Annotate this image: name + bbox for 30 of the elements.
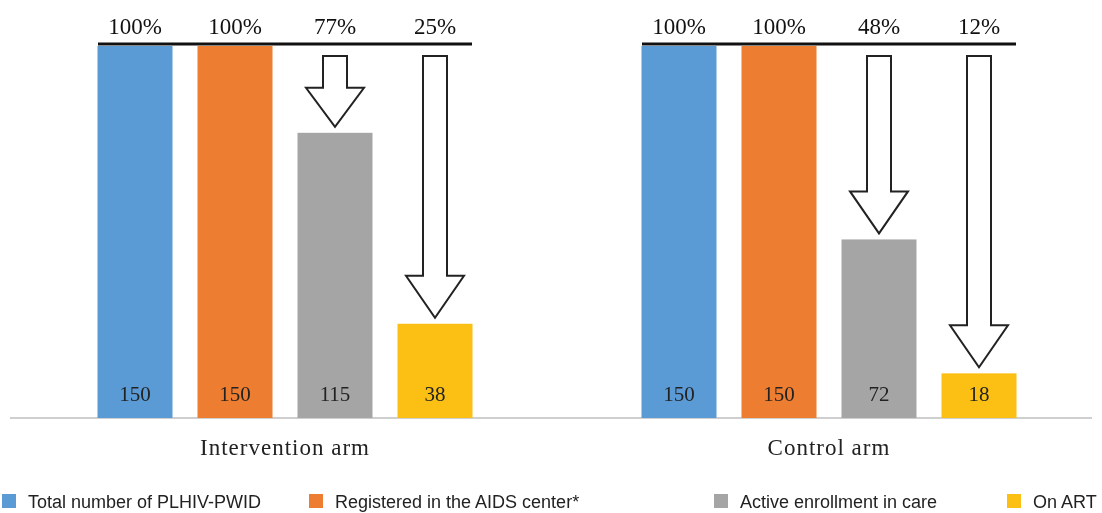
x-tick-label: Control arm (767, 435, 891, 460)
legend-label: Active enrollment in care (740, 492, 938, 512)
bar (841, 239, 917, 418)
text: 12% (957, 14, 1001, 39)
text: 25% (413, 14, 457, 39)
data-label: 150 (119, 382, 151, 406)
bar (941, 373, 1017, 418)
bar (197, 46, 273, 418)
text: 100% (108, 14, 162, 39)
text: 100% (752, 14, 806, 39)
text: 48% (857, 14, 901, 39)
text: 77% (313, 14, 357, 39)
data-label: 150 (663, 382, 695, 406)
bar (97, 46, 173, 418)
data-label: 18 (968, 382, 990, 406)
data-label: 38 (424, 382, 446, 406)
text: 100% (652, 14, 706, 39)
text: 100% (208, 14, 262, 39)
data-label: 150 (219, 382, 251, 406)
legend-label: Total number of PLHIV-PWID (28, 492, 262, 512)
legend-label: On ART (1033, 492, 1097, 512)
bar (397, 323, 473, 418)
bar (741, 46, 817, 418)
data-label: 115 (319, 382, 351, 406)
bar (297, 132, 373, 418)
data-label: 72 (868, 382, 890, 406)
data-label: 150 (763, 382, 795, 406)
x-tick-label: Intervention arm (200, 435, 370, 460)
bar (641, 46, 717, 418)
legend-label: Registered in the AIDS center* (335, 492, 580, 512)
